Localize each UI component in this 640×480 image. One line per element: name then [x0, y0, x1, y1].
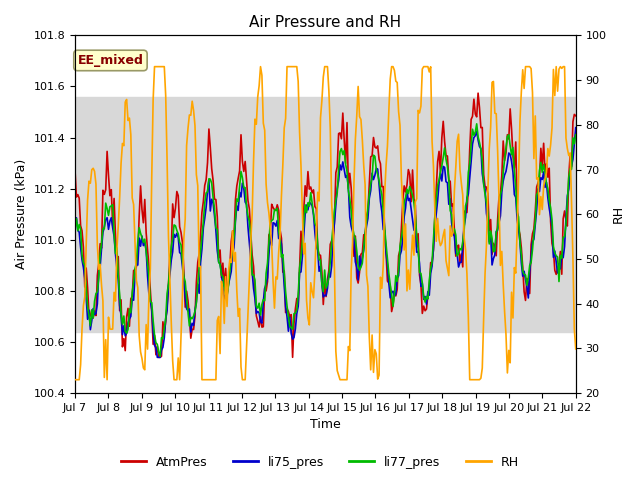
Title: Air Pressure and RH: Air Pressure and RH: [250, 15, 401, 30]
Bar: [75, 96, 576, 332]
Y-axis label: RH: RH: [612, 205, 625, 223]
X-axis label: Time: Time: [310, 419, 340, 432]
Y-axis label: Air Pressure (kPa): Air Pressure (kPa): [15, 159, 28, 269]
Legend: AtmPres, li75_pres, li77_pres, RH: AtmPres, li75_pres, li77_pres, RH: [116, 451, 524, 474]
Text: EE_mixed: EE_mixed: [77, 54, 143, 67]
